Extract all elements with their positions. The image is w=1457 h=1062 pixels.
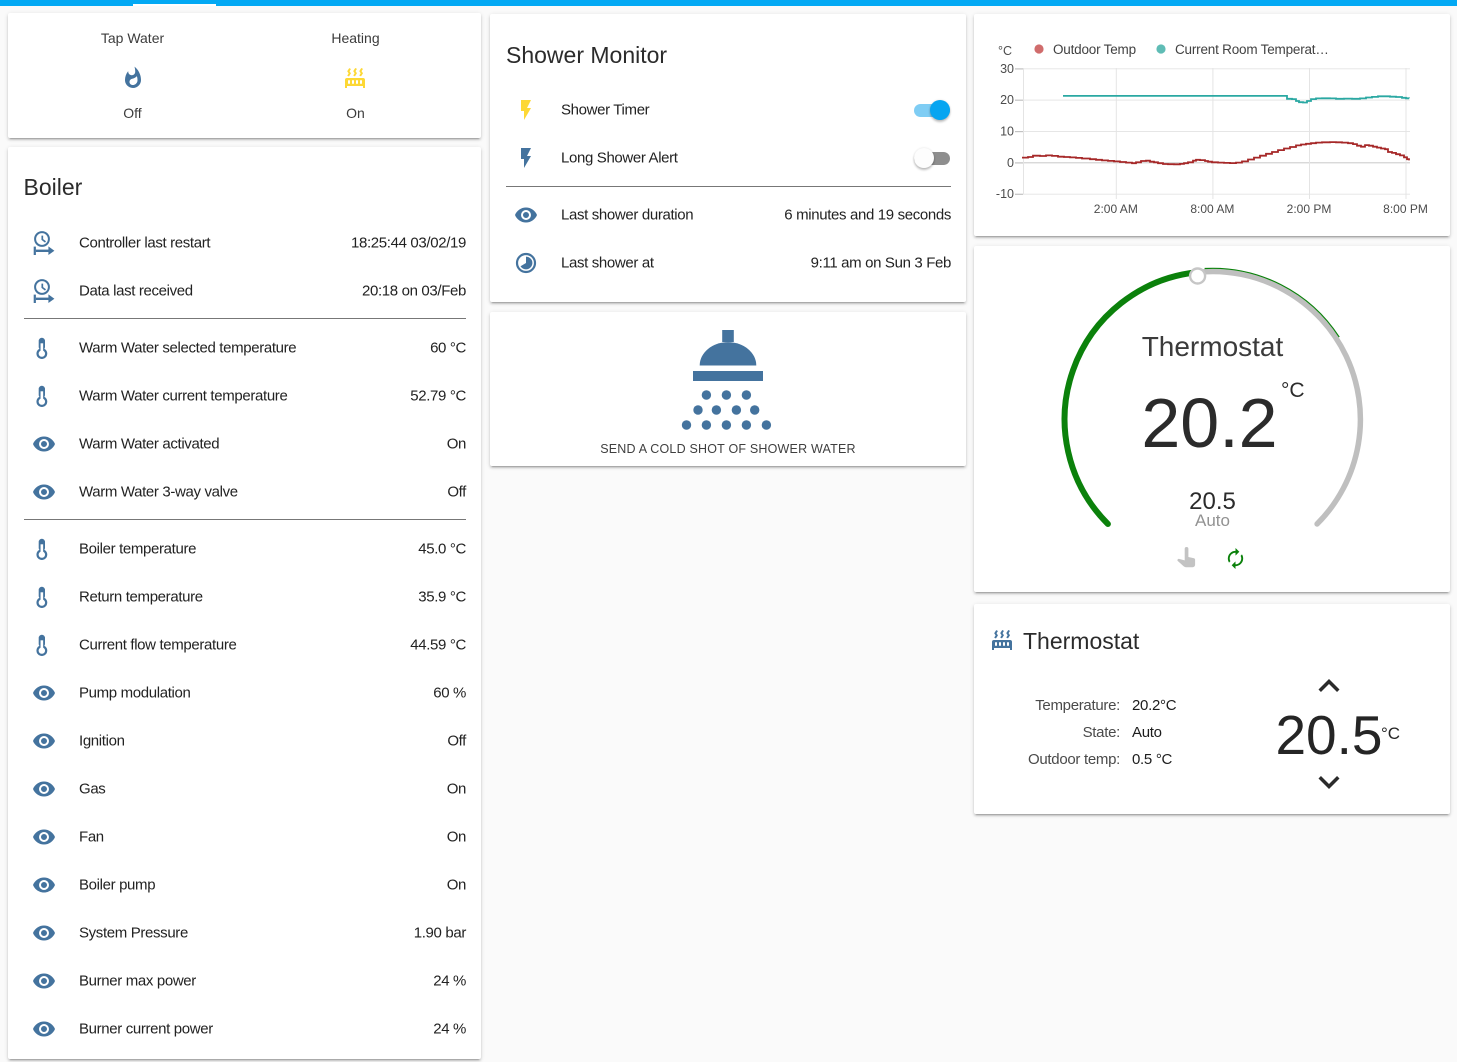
svg-text:8:00 AM: 8:00 AM [1190, 202, 1234, 216]
svg-text:2:00 PM: 2:00 PM [1287, 202, 1332, 216]
svg-text:20: 20 [1000, 93, 1014, 107]
svg-text:Outdoor Temp: Outdoor Temp [1053, 42, 1136, 57]
svg-text:10: 10 [1000, 125, 1014, 139]
svg-text:0: 0 [1007, 156, 1014, 170]
svg-text:°C: °C [998, 44, 1012, 58]
svg-text:Current Room Temperat…: Current Room Temperat… [1175, 42, 1329, 57]
svg-text:8:00 PM: 8:00 PM [1383, 202, 1428, 216]
svg-text:2:00 AM: 2:00 AM [1094, 202, 1138, 216]
svg-text:-10: -10 [996, 187, 1014, 201]
svg-text:30: 30 [1000, 62, 1014, 76]
